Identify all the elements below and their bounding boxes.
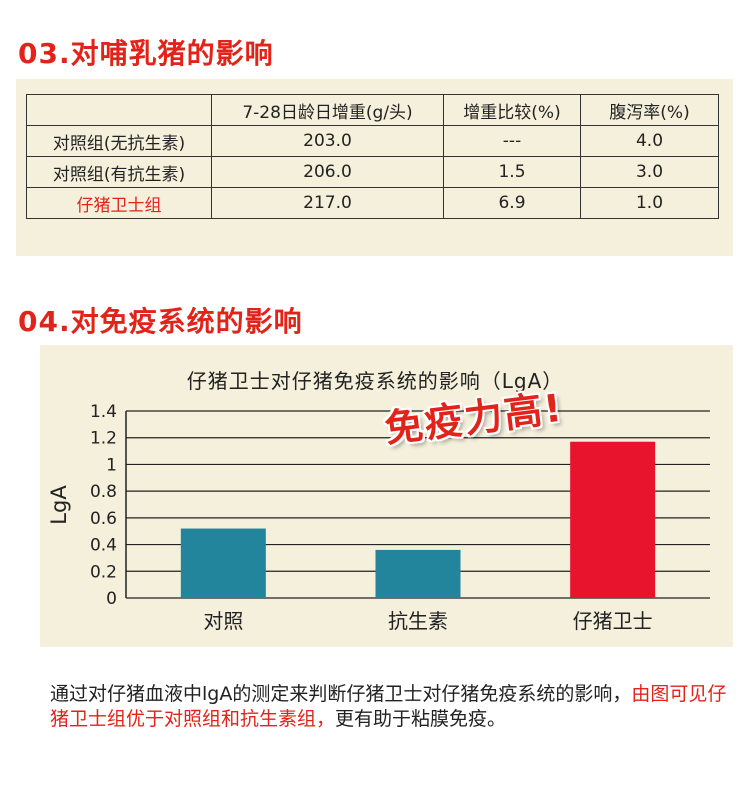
y-tick-label: 0.6	[90, 509, 117, 529]
table-cell-compare: 1.5	[443, 156, 581, 188]
table-row: 仔猪卫士组 217.0 6.9 1.0	[26, 187, 719, 219]
y-axis-label: LgA	[47, 485, 71, 525]
section-title-piglet-effect: 03.对哺乳猪的影响	[18, 37, 274, 70]
table-cell-group: 对照组(无抗生素)	[26, 125, 212, 157]
table-cell-group: 仔猪卫士组	[26, 187, 212, 219]
growth-table: 7-28日龄日增重(g/头) 增重比较(%) 腹泻率(%) 对照组(无抗生素) …	[26, 94, 719, 219]
conclusion-paragraph: 通过对仔猪血液中lgA的测定来判断仔猪卫士对仔猪免疫系统的影响，由图可见仔猪卫士…	[50, 682, 730, 732]
x-tick-label: 仔猪卫士	[573, 609, 653, 633]
chart-title: 仔猪卫士对仔猪免疫系统的影响（LgA）	[186, 369, 564, 393]
conclusion-text-1: 通过对仔猪血液中lgA的测定来判断仔猪卫士对仔猪免疫系统的影响，	[50, 683, 632, 705]
table-header-cell	[26, 94, 212, 126]
table-cell-compare: 6.9	[443, 187, 581, 219]
bar	[375, 549, 461, 598]
y-tick-label: 0.2	[90, 562, 117, 582]
x-tick-label: 抗生素	[388, 609, 448, 633]
table-header-cell: 增重比较(%)	[443, 94, 581, 126]
conclusion-text-highlight: 由图可见仔猪卫士组优于对照组和抗生素组，	[50, 683, 727, 730]
table-cell-gain: 203.0	[211, 125, 444, 157]
table-row: 对照组(无抗生素) 203.0 --- 4.0	[26, 125, 719, 157]
table-cell-diarrhea: 1.0	[580, 187, 719, 219]
bar	[570, 441, 656, 598]
bar	[180, 528, 266, 598]
table-cell-diarrhea: 4.0	[580, 125, 719, 157]
y-tick-label: 0	[106, 589, 117, 609]
table-row: 对照组(有抗生素) 206.0 1.5 3.0	[26, 156, 719, 188]
x-tick-label: 对照	[203, 609, 243, 633]
y-tick-label: 1.4	[90, 402, 117, 422]
y-tick-label: 0.8	[90, 482, 117, 502]
y-tick-label: 1.2	[90, 429, 117, 449]
conclusion-text-3: 更有助于粘膜免疫。	[335, 708, 507, 730]
section-title-immune-effect: 04.对免疫系统的影响	[18, 305, 303, 338]
table-cell-group: 对照组(有抗生素)	[26, 156, 212, 188]
table-cell-gain: 217.0	[211, 187, 444, 219]
table-cell-gain: 206.0	[211, 156, 444, 188]
y-tick-label: 0.4	[90, 536, 117, 556]
y-tick-label: 1	[106, 455, 117, 475]
table-panel: 7-28日龄日增重(g/头) 增重比较(%) 腹泻率(%) 对照组(无抗生素) …	[16, 79, 733, 256]
